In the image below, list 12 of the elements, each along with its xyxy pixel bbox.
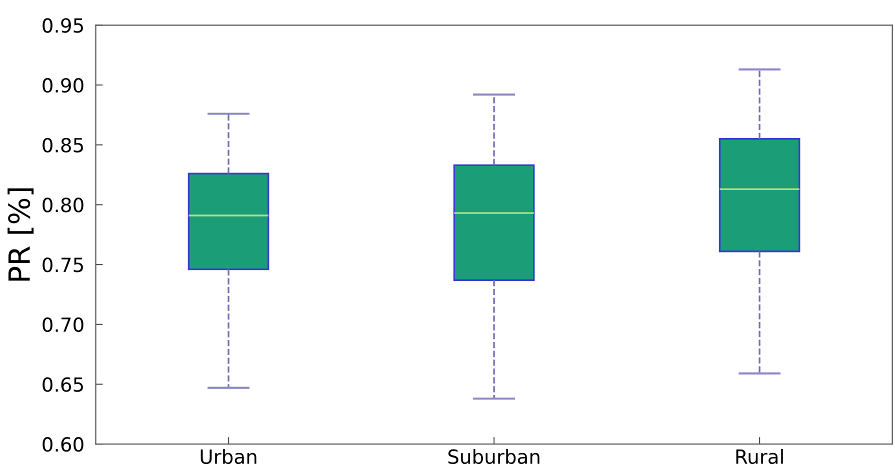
y-tick-label: 0.65 [42,377,83,392]
y-tick-label: 0.70 [42,317,84,332]
y-tick-label: 0.95 [42,18,83,33]
x-tick-label: Urban [200,448,256,464]
y-tick-label: 0.75 [42,258,83,272]
y-tick-label: 0.80 [42,198,84,212]
y-tick-label: 0.85 [42,138,83,153]
y-tick-label: 0.60 [42,437,84,452]
x-tick-label: Suburban [448,448,540,464]
y-tick-label: 0.90 [42,78,84,93]
x-tick-label: Rural [736,448,783,464]
y-axis-title: PR [%] [8,188,34,281]
